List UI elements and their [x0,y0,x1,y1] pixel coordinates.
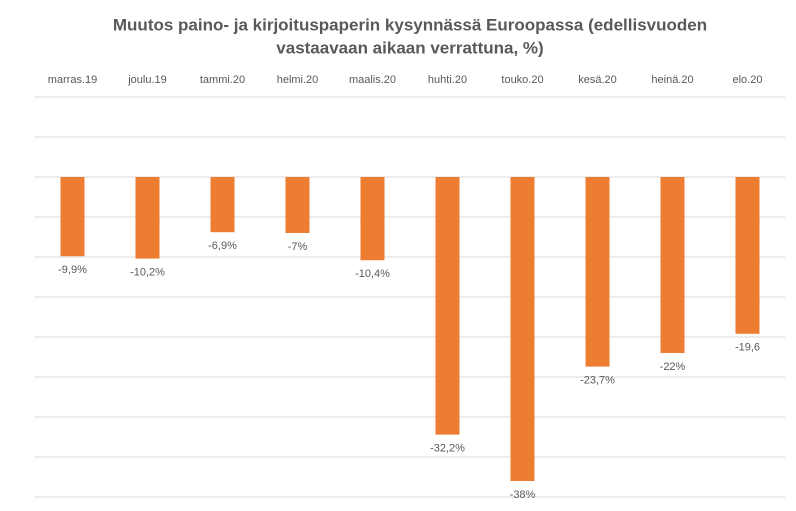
data-label: -38% [510,489,536,501]
chart-title: Muutos paino- ja kirjoituspaperin kysynn… [113,15,707,34]
x-tick-label: elo.20 [733,74,763,86]
data-label: -19,6 [735,342,760,354]
bar [135,177,160,259]
data-label: -6,9% [208,240,237,252]
data-label: -10,4% [355,268,390,280]
bar [510,177,535,481]
data-label: -9,9% [58,264,87,276]
data-label: -22% [660,361,686,373]
bar [585,177,610,367]
bar [660,177,685,353]
x-tick-label: helmi.20 [277,74,319,86]
x-tick-label: kesä.20 [578,74,617,86]
x-tick-label: huhti.20 [428,74,467,86]
bar [60,177,85,257]
bar [210,177,235,233]
x-tick-label: heinä.20 [651,74,693,86]
x-tick-label: tammi.20 [200,74,245,86]
data-label: -32,2% [430,443,465,455]
bar [285,177,310,233]
x-tick-label: joulu.19 [127,74,167,86]
bar [360,177,385,261]
data-label: -7% [288,241,308,253]
x-tick-label: marras.19 [48,74,98,86]
chart-title: vastaavaan aikaan verrattuna, %) [276,38,543,57]
x-tick-label: touko.20 [501,74,543,86]
bar [735,177,760,334]
x-tick-label: maalis.20 [349,74,396,86]
data-label: -23,7% [580,375,615,387]
bar [435,177,460,435]
data-label: -10,2% [130,267,165,279]
